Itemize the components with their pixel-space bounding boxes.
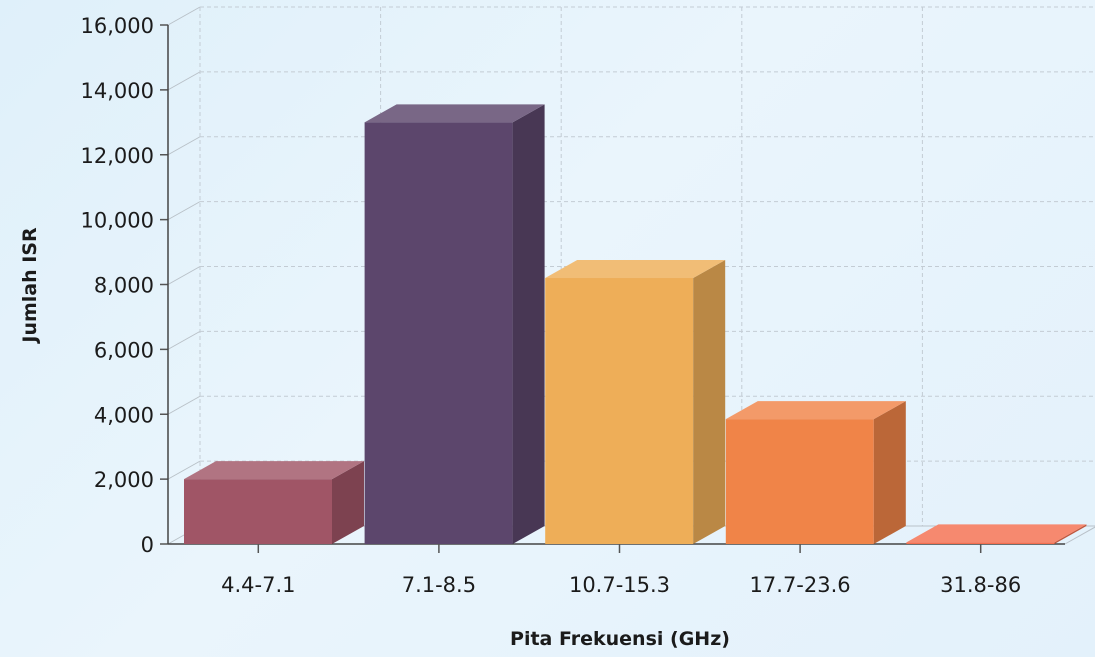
- y-tick-label: 4,000: [94, 403, 154, 427]
- bar-front: [725, 419, 874, 544]
- y-tick-label: 6,000: [94, 338, 154, 362]
- labels-layer: 0 2,000 4,000 6,000 8,000 10,000 12,000 14,000 1…: [81, 14, 1022, 597]
- gridline-depth: [167, 201, 201, 221]
- x-axis-title: Pita Frekuensi (GHz): [510, 628, 730, 650]
- gridline-depth: [167, 460, 201, 480]
- bar-top: [906, 524, 1087, 543]
- gridline-depth: [167, 395, 201, 415]
- gridline-depth: [167, 330, 201, 350]
- gridline-depth: [167, 266, 201, 285]
- x-tick-label: 17.7-23.6: [750, 573, 851, 597]
- y-tick-label: 16,000: [81, 14, 154, 38]
- bar-group: [906, 524, 1087, 544]
- gridline-depth: [167, 6, 201, 26]
- bar-front: [545, 278, 694, 544]
- bar-front: [184, 479, 332, 544]
- bars-layer: [184, 104, 1087, 544]
- x-tick-label: 10.7-15.3: [569, 573, 670, 597]
- bar-group: [184, 461, 364, 544]
- bar-side: [332, 461, 364, 544]
- bar-side: [873, 401, 906, 544]
- bar-side: [512, 104, 545, 544]
- x-tick-label: 31.8-86: [940, 573, 1021, 597]
- bar-front: [906, 542, 1055, 544]
- bar-side: [693, 260, 726, 544]
- y-axis-title: Jumlah ISR: [19, 227, 41, 345]
- bar-group: [545, 260, 726, 544]
- floor-side-line: [1064, 526, 1095, 545]
- x-tick-label: 4.4-7.1: [221, 573, 295, 597]
- bar-front: [364, 122, 513, 544]
- bar-group: [364, 104, 545, 544]
- y-tick-label: 10,000: [81, 209, 154, 233]
- y-tick-label: 14,000: [81, 79, 154, 103]
- y-tick-label: 2,000: [94, 468, 154, 492]
- gridline-depth: [167, 136, 201, 156]
- bar-top: [364, 104, 545, 123]
- bar-top: [725, 401, 906, 420]
- bar-side: [1054, 524, 1087, 544]
- gridline-depth: [167, 71, 201, 91]
- bar-top: [184, 461, 364, 480]
- x-tick-label: 7.1-8.5: [402, 573, 476, 597]
- y-tick-label: 12,000: [81, 144, 154, 168]
- y-tick-label: 0: [141, 533, 154, 557]
- bar-top: [545, 260, 726, 279]
- y-tick-label: 8,000: [94, 274, 154, 298]
- bar-group: [725, 401, 906, 544]
